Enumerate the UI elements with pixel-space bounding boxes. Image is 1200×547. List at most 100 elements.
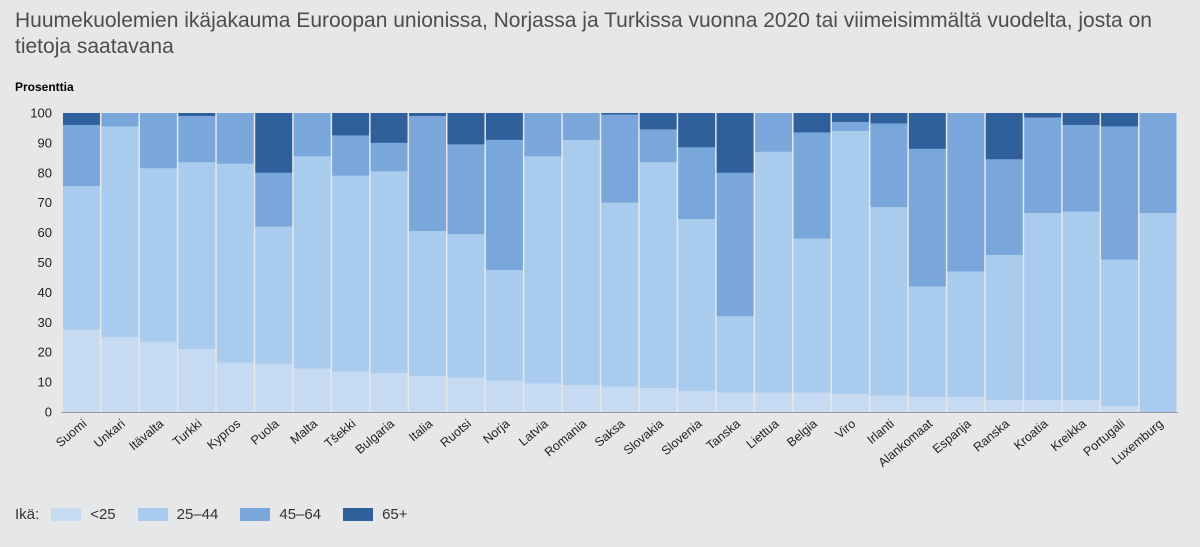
bar-segment xyxy=(870,113,908,124)
x-tick-label: Belgia xyxy=(784,417,820,450)
x-tick-label: Romania xyxy=(542,417,589,460)
bar-segment xyxy=(1101,259,1139,407)
bar-segment xyxy=(447,144,485,235)
bar-segment xyxy=(178,162,216,350)
x-tick-label: Malta xyxy=(288,417,320,447)
x-tick-label: Turkki xyxy=(170,417,205,449)
bar-segment xyxy=(524,383,562,412)
bar-segment xyxy=(447,377,485,412)
bar-segment xyxy=(447,113,485,145)
bar-segment xyxy=(793,113,831,133)
bar-segment xyxy=(447,234,485,378)
bar-segment xyxy=(1139,213,1177,412)
y-tick-label: 100 xyxy=(30,106,52,121)
bar-segment xyxy=(1101,113,1139,127)
bar-segment xyxy=(639,162,677,389)
y-tick-label: 30 xyxy=(38,315,52,330)
bar-segment xyxy=(985,255,1023,401)
bar-segment xyxy=(63,124,100,187)
bar-segment xyxy=(332,371,370,412)
bar-segment xyxy=(63,113,100,125)
bar-segment xyxy=(985,159,1023,256)
x-tick-label: Unkari xyxy=(91,417,128,451)
legend-title: Ikä: xyxy=(15,505,40,523)
bar-segment xyxy=(409,376,446,412)
bar-segment xyxy=(678,147,716,220)
x-tick-label: Tanska xyxy=(704,417,743,453)
y-tick-label: 20 xyxy=(38,345,52,360)
bar-segment xyxy=(485,139,523,270)
bar-segment xyxy=(1101,126,1139,260)
x-tick-label: Norja xyxy=(480,417,512,447)
bar-segment xyxy=(947,271,985,398)
bar-segment xyxy=(678,391,716,412)
bar-segment xyxy=(562,113,600,140)
bar-segment xyxy=(216,163,254,363)
x-tick-label: Latvia xyxy=(516,417,551,449)
bar-segment xyxy=(63,329,100,412)
bar-segment xyxy=(1062,124,1100,212)
legend-label: 45–64 xyxy=(279,505,322,523)
bar-segment xyxy=(216,362,254,412)
bar-segment xyxy=(985,400,1023,412)
y-tick-label: 10 xyxy=(38,375,52,390)
x-tick-label: Suomi xyxy=(53,417,89,451)
bar-segment xyxy=(601,113,639,115)
bar-segment xyxy=(293,113,331,157)
x-tick-label: Itävalta xyxy=(126,417,166,454)
bar-segment xyxy=(985,113,1023,160)
legend-swatch xyxy=(51,507,82,521)
legend-item: 45–64 xyxy=(240,506,321,523)
bar-segment xyxy=(293,156,331,369)
bar-segment xyxy=(255,364,293,412)
x-tick-label: Kroatia xyxy=(1011,417,1050,453)
bar-segment xyxy=(870,395,908,412)
y-tick-label: 60 xyxy=(38,225,52,240)
bar-segment xyxy=(101,113,139,127)
bar-segment xyxy=(409,115,446,232)
bar-segment xyxy=(601,386,639,412)
bar-segment xyxy=(370,171,408,374)
bar-segment xyxy=(755,151,793,393)
bar-segment xyxy=(1139,113,1177,214)
bar-segment xyxy=(370,113,408,143)
bar-segment xyxy=(562,139,600,386)
bar-segment xyxy=(409,231,446,377)
bar-segment xyxy=(524,113,562,157)
bar-segment xyxy=(716,113,754,173)
y-tick-label: 80 xyxy=(38,165,52,180)
x-tick-label: Liettua xyxy=(744,417,782,452)
bar-segment xyxy=(293,368,331,412)
bar-segment xyxy=(1101,406,1139,412)
bar-segment xyxy=(139,168,177,342)
x-tick-label: Espanja xyxy=(930,417,974,457)
bar-segment xyxy=(178,113,216,116)
bar-segment xyxy=(908,286,946,398)
x-tick-label: Bulgaria xyxy=(353,417,397,457)
bar-segment xyxy=(255,226,293,365)
bar-segment xyxy=(831,394,869,412)
legend-swatch xyxy=(343,507,374,521)
bar-segment xyxy=(639,388,677,412)
bar-segment xyxy=(101,337,139,412)
bar-segment xyxy=(793,238,831,393)
legend-item: 25–44 xyxy=(137,506,218,523)
bar-segment xyxy=(908,397,946,412)
bar-segment xyxy=(409,113,446,116)
bar-segment xyxy=(370,142,408,172)
bar-segment xyxy=(139,113,177,169)
bar-segment xyxy=(1024,400,1062,412)
x-tick-label: Viro xyxy=(833,417,859,442)
bar-segment xyxy=(793,392,831,412)
bar-segment xyxy=(562,385,600,412)
bar-segment xyxy=(678,113,716,148)
y-tick-label: 0 xyxy=(45,405,52,420)
bar-segment xyxy=(485,269,523,381)
bar-segment xyxy=(524,156,562,384)
bar-segment xyxy=(755,392,793,412)
bar-segment xyxy=(485,113,523,140)
legend-swatch xyxy=(137,507,168,521)
bar-segment xyxy=(716,392,754,412)
y-tick-label: 90 xyxy=(38,135,52,150)
